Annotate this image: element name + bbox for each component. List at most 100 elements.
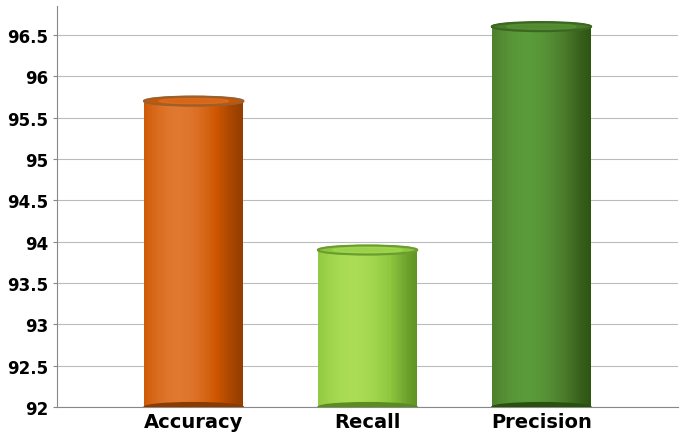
- Bar: [180, 102, 182, 407]
- Bar: [177, 102, 179, 407]
- Bar: [242, 102, 243, 407]
- Bar: [581, 28, 583, 407]
- Bar: [223, 102, 225, 407]
- Bar: [147, 102, 149, 407]
- Bar: [192, 102, 194, 407]
- Bar: [515, 28, 516, 407]
- Ellipse shape: [318, 403, 417, 412]
- Bar: [189, 102, 190, 407]
- Bar: [497, 28, 499, 407]
- Ellipse shape: [333, 248, 402, 253]
- Bar: [528, 28, 530, 407]
- Bar: [326, 251, 328, 407]
- Bar: [361, 251, 362, 407]
- Bar: [154, 102, 155, 407]
- Bar: [229, 102, 230, 407]
- Bar: [532, 28, 533, 407]
- Bar: [393, 251, 394, 407]
- Bar: [155, 102, 158, 407]
- Bar: [501, 28, 503, 407]
- Bar: [499, 28, 500, 407]
- Bar: [389, 251, 390, 407]
- Bar: [410, 251, 412, 407]
- Bar: [328, 251, 329, 407]
- Bar: [158, 102, 159, 407]
- Bar: [342, 251, 345, 407]
- Bar: [166, 102, 167, 407]
- Bar: [209, 102, 210, 407]
- Bar: [206, 102, 207, 407]
- Bar: [508, 28, 510, 407]
- Bar: [414, 251, 416, 407]
- Bar: [547, 28, 548, 407]
- Bar: [323, 251, 325, 407]
- Bar: [540, 28, 541, 407]
- Bar: [220, 102, 222, 407]
- Bar: [377, 251, 379, 407]
- Bar: [507, 28, 508, 407]
- Bar: [358, 251, 360, 407]
- Bar: [348, 251, 349, 407]
- Bar: [225, 102, 227, 407]
- Bar: [369, 251, 371, 407]
- Bar: [495, 28, 497, 407]
- Bar: [543, 28, 545, 407]
- Bar: [401, 251, 402, 407]
- Bar: [238, 102, 240, 407]
- Bar: [331, 251, 333, 407]
- Ellipse shape: [144, 403, 243, 412]
- Bar: [235, 102, 237, 407]
- Bar: [190, 102, 192, 407]
- Bar: [386, 251, 388, 407]
- Bar: [334, 251, 336, 407]
- Bar: [523, 28, 525, 407]
- Bar: [399, 251, 401, 407]
- Bar: [159, 102, 160, 407]
- Bar: [516, 28, 519, 407]
- Bar: [164, 102, 166, 407]
- Bar: [560, 28, 561, 407]
- Bar: [575, 28, 576, 407]
- Ellipse shape: [318, 246, 417, 255]
- Bar: [321, 251, 323, 407]
- Bar: [346, 251, 348, 407]
- Bar: [336, 251, 338, 407]
- Bar: [558, 28, 560, 407]
- Bar: [564, 28, 566, 407]
- Ellipse shape: [144, 97, 243, 106]
- Bar: [325, 251, 326, 407]
- Bar: [381, 251, 382, 407]
- Bar: [356, 251, 358, 407]
- Bar: [379, 251, 381, 407]
- Bar: [329, 251, 331, 407]
- Bar: [144, 102, 146, 407]
- Bar: [566, 28, 568, 407]
- Bar: [580, 28, 581, 407]
- Bar: [493, 28, 495, 407]
- Ellipse shape: [159, 99, 229, 105]
- Bar: [513, 28, 515, 407]
- Bar: [402, 251, 404, 407]
- Bar: [341, 251, 342, 407]
- Bar: [568, 28, 570, 407]
- Bar: [512, 28, 513, 407]
- Bar: [222, 102, 223, 407]
- Bar: [373, 251, 374, 407]
- Bar: [184, 102, 186, 407]
- Bar: [416, 251, 417, 407]
- Bar: [500, 28, 501, 407]
- Bar: [214, 102, 215, 407]
- Bar: [548, 28, 550, 407]
- Bar: [588, 28, 590, 407]
- Bar: [394, 251, 396, 407]
- Bar: [338, 251, 340, 407]
- Bar: [366, 251, 368, 407]
- Bar: [563, 28, 564, 407]
- Bar: [553, 28, 555, 407]
- Bar: [555, 28, 556, 407]
- Bar: [345, 251, 346, 407]
- Bar: [533, 28, 535, 407]
- Bar: [194, 102, 195, 407]
- Bar: [179, 102, 180, 407]
- Bar: [169, 102, 171, 407]
